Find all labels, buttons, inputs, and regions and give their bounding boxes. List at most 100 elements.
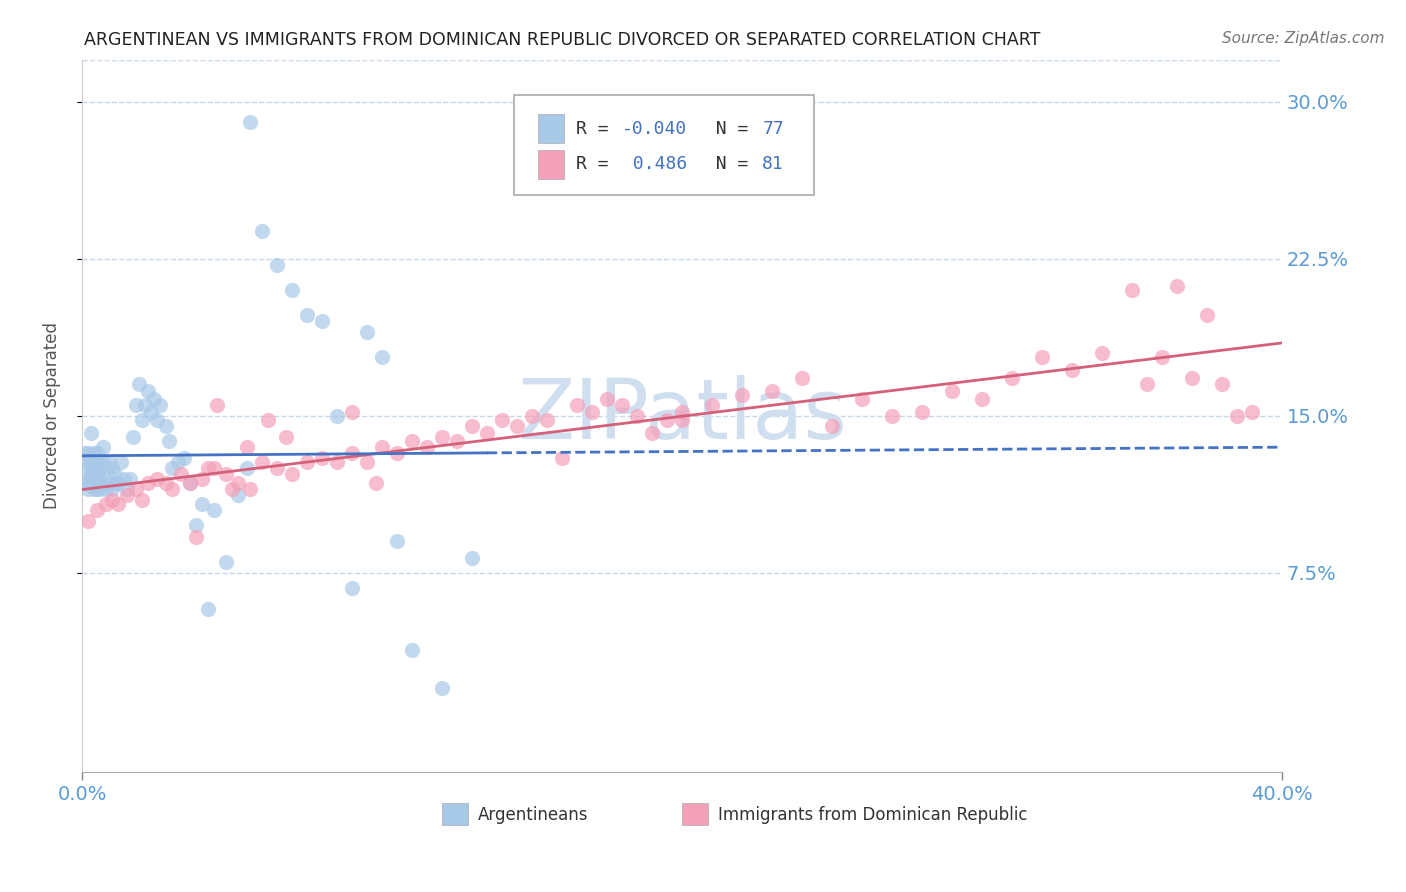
Point <box>134 398 156 412</box>
Point <box>86 475 108 490</box>
Point <box>970 392 993 406</box>
Point <box>170 467 193 482</box>
Point <box>1195 308 1218 322</box>
Point <box>83 482 105 496</box>
Bar <box>682 803 709 825</box>
Point <box>131 413 153 427</box>
Point <box>274 430 297 444</box>
Point <box>77 461 100 475</box>
Point <box>911 404 934 418</box>
Point <box>226 488 249 502</box>
Point <box>202 503 225 517</box>
Point <box>250 224 273 238</box>
Point <box>91 475 114 490</box>
Point <box>97 455 120 469</box>
Bar <box>441 803 468 825</box>
Point <box>1060 362 1083 376</box>
Point <box>226 475 249 490</box>
Point <box>205 398 228 412</box>
Point <box>89 472 111 486</box>
Point <box>671 404 693 418</box>
Point <box>1240 404 1263 418</box>
Y-axis label: Divorced or Separated: Divorced or Separated <box>44 322 60 509</box>
Point <box>136 384 159 398</box>
Point <box>626 409 648 423</box>
Point <box>167 455 190 469</box>
Point <box>184 530 207 544</box>
Point <box>122 430 145 444</box>
Point <box>73 446 96 460</box>
Point <box>430 681 453 695</box>
Point <box>371 350 394 364</box>
Point <box>86 503 108 517</box>
Point <box>80 450 103 465</box>
Point <box>461 419 484 434</box>
Point <box>385 446 408 460</box>
Text: Argentineans: Argentineans <box>478 805 589 823</box>
Bar <box>538 114 564 143</box>
Point <box>1226 409 1249 423</box>
Point <box>236 440 259 454</box>
Point <box>125 398 148 412</box>
Point <box>80 467 103 482</box>
Point <box>173 450 195 465</box>
Point <box>136 475 159 490</box>
Point <box>880 409 903 423</box>
Point <box>1136 377 1159 392</box>
Point <box>112 472 135 486</box>
Point <box>155 475 177 490</box>
Point <box>1031 350 1053 364</box>
Point <box>506 419 529 434</box>
Point <box>491 413 513 427</box>
Point <box>790 371 813 385</box>
Point <box>671 413 693 427</box>
Point <box>340 581 363 595</box>
Text: 0.486: 0.486 <box>621 155 688 173</box>
Point <box>197 461 219 475</box>
Point <box>565 398 588 412</box>
Point <box>191 472 214 486</box>
Point <box>83 446 105 460</box>
Point <box>115 488 138 502</box>
Point <box>115 482 138 496</box>
Point <box>179 475 201 490</box>
Point <box>941 384 963 398</box>
FancyBboxPatch shape <box>515 95 814 195</box>
Point <box>157 434 180 448</box>
Point <box>83 472 105 486</box>
Point <box>80 455 103 469</box>
Point <box>77 514 100 528</box>
Point <box>77 472 100 486</box>
Point <box>215 467 238 482</box>
Point <box>281 283 304 297</box>
Point <box>326 409 349 423</box>
Point <box>1121 283 1143 297</box>
Point <box>110 455 132 469</box>
Point <box>89 461 111 475</box>
Point <box>266 258 288 272</box>
Point <box>851 392 873 406</box>
Point <box>536 413 558 427</box>
Point <box>184 517 207 532</box>
Point <box>86 467 108 482</box>
Point <box>430 430 453 444</box>
Point <box>475 425 498 440</box>
Point <box>91 455 114 469</box>
Point <box>73 475 96 490</box>
Point <box>97 475 120 490</box>
Text: N =: N = <box>695 120 759 137</box>
Point <box>295 308 318 322</box>
Point <box>128 377 150 392</box>
Point <box>596 392 619 406</box>
Point <box>581 404 603 418</box>
Point <box>104 467 127 482</box>
Point <box>1166 278 1188 293</box>
Point <box>155 419 177 434</box>
Point <box>160 461 183 475</box>
Point <box>146 413 169 427</box>
Point <box>215 556 238 570</box>
Point <box>239 115 262 129</box>
Point <box>197 601 219 615</box>
Point <box>610 398 633 412</box>
Point <box>101 492 124 507</box>
